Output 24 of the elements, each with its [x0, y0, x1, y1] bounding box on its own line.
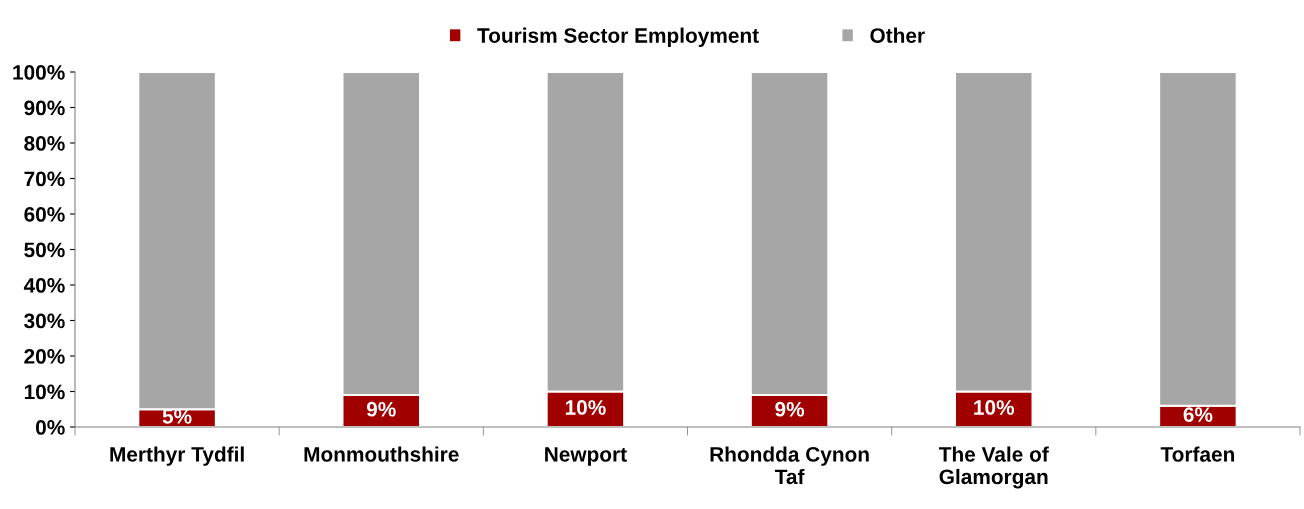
y-tick-label: 30% [24, 313, 65, 329]
data-label: 6% [1183, 407, 1213, 422]
y-tick-label: 70% [24, 171, 65, 187]
y-tick-label: 60% [24, 207, 65, 222]
y-tick-label: 0% [35, 420, 65, 435]
data-label: 10% [974, 400, 1015, 415]
legend-label: Other [870, 27, 925, 43]
y-tick-label: 100% [13, 65, 65, 80]
x-tick-label: Monmouthshire [304, 446, 459, 462]
y-tick-label: 50% [24, 242, 65, 258]
data-label: 9% [366, 401, 396, 417]
x-tick-label: Torfaen [1160, 446, 1235, 462]
data-label: 10% [565, 400, 606, 415]
y-tick-label: 10% [24, 384, 65, 400]
x-tick-label: Newport [545, 447, 627, 466]
data-label: 9% [775, 401, 805, 417]
x-tick-label: Rhondda Cynon Taf [710, 446, 869, 485]
legend-label: Tourism Sector Employment [477, 27, 759, 47]
y-tick-label: 80% [24, 136, 65, 151]
x-tick-label: The Vale of Glamorgan [938, 446, 1049, 489]
y-tick-label: 40% [23, 278, 65, 293]
y-tick-label: 20% [24, 349, 65, 364]
x-tick-label: Merthyr Tydfil [110, 446, 244, 466]
y-tick-label: 90% [24, 100, 65, 116]
